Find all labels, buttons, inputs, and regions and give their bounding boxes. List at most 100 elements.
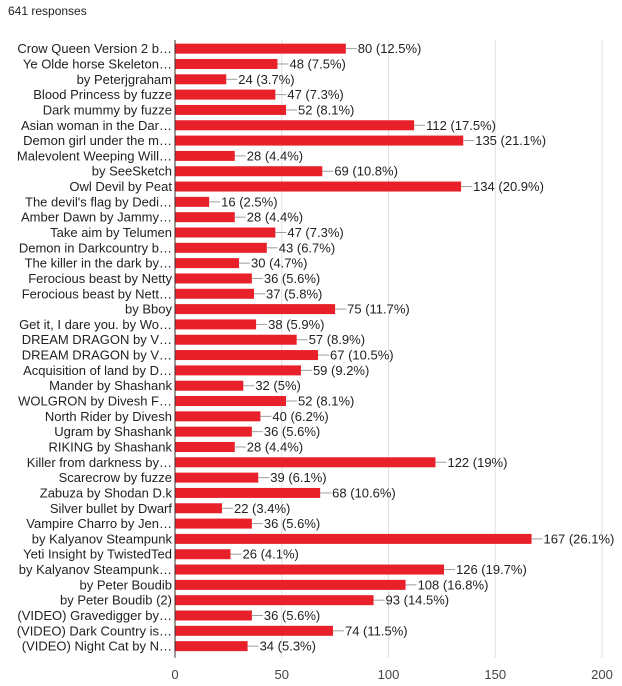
category-label: Killer from darkness by… <box>27 455 172 470</box>
category-label: by Kalyanov Steampunk <box>32 531 173 546</box>
value-label: 26 (4.1%) <box>243 547 299 562</box>
bar <box>175 227 276 238</box>
bar <box>175 196 210 207</box>
bar <box>175 503 222 514</box>
bar <box>175 518 252 529</box>
bar <box>175 411 261 422</box>
bar <box>175 258 240 269</box>
value-label: 36 (5.6%) <box>264 271 320 286</box>
value-label: 80 (12.5%) <box>358 41 422 56</box>
bar <box>175 58 278 69</box>
category-label: Demon in Darkcountry b… <box>19 240 172 255</box>
category-label: WOLGRON by Divesh F… <box>18 394 172 409</box>
category-label: Take aim by Telumen <box>50 225 172 240</box>
bar <box>175 212 235 223</box>
bar <box>175 457 436 468</box>
value-label: 122 (19%) <box>447 455 507 470</box>
bar <box>175 610 252 621</box>
category-label: Get it, I dare you. by Wo… <box>19 317 172 332</box>
x-tick-label: 150 <box>484 667 506 682</box>
bar <box>175 273 252 284</box>
category-label: RIKING by Shashank <box>48 439 172 454</box>
bar <box>175 135 464 146</box>
value-label: 47 (7.3%) <box>287 87 343 102</box>
value-label: 57 (8.9%) <box>309 332 365 347</box>
value-label: 75 (11.7%) <box>347 302 410 317</box>
value-label: 24 (3.7%) <box>238 72 294 87</box>
category-label: (VIDEO) Gravedigger by… <box>17 608 172 623</box>
bar <box>175 564 445 575</box>
category-label: Ugram by Shashank <box>54 424 172 439</box>
category-label: Ferocious beast by Nett… <box>22 286 172 301</box>
bar <box>175 242 267 253</box>
category-label: by Peterjgraham <box>77 72 172 87</box>
value-label: 59 (9.2%) <box>313 363 369 378</box>
value-label: 28 (4.4%) <box>247 148 303 163</box>
bar <box>175 334 297 345</box>
category-label: by Bboy <box>125 302 172 317</box>
category-label: Dark mummy by fuzze <box>43 102 172 117</box>
bar <box>175 150 235 161</box>
x-tick-label: 200 <box>591 667 613 682</box>
category-label: Zabuza by Shodan D.k <box>40 485 173 500</box>
x-tick-label: 50 <box>275 667 289 682</box>
bar <box>175 441 235 452</box>
value-label: 67 (10.5%) <box>330 348 394 363</box>
category-label: (VIDEO) Dark Country is… <box>17 623 172 638</box>
bar <box>175 579 406 590</box>
value-label: 43 (6.7%) <box>279 240 335 255</box>
value-label: 52 (8.1%) <box>298 102 354 117</box>
bar <box>175 365 301 376</box>
category-label: Scarecrow by fuzze <box>59 470 172 485</box>
category-label: Demon girl under the m… <box>23 133 172 148</box>
category-label: Ferocious beast by Netty <box>28 271 172 286</box>
bar <box>175 625 333 636</box>
category-label: DREAM DRAGON by V… <box>22 332 172 347</box>
category-label: Asian woman in the Dar… <box>21 118 172 133</box>
category-label: Yeti Insight by TwistedTed <box>23 547 172 562</box>
bar <box>175 43 346 54</box>
bar <box>175 380 244 391</box>
value-label: 36 (5.6%) <box>264 516 320 531</box>
bar <box>175 288 254 299</box>
bar <box>175 319 257 330</box>
category-label: by Kalyanov Steampunk… <box>19 562 172 577</box>
bar <box>175 181 462 192</box>
bar <box>175 595 374 606</box>
value-label: 135 (21.1%) <box>475 133 546 148</box>
value-label: 40 (6.2%) <box>272 409 328 424</box>
value-label: 36 (5.6%) <box>264 424 320 439</box>
bar <box>175 104 287 115</box>
value-label: 52 (8.1%) <box>298 394 354 409</box>
x-tick-label: 100 <box>378 667 400 682</box>
value-label: 167 (26.1%) <box>544 531 615 546</box>
value-label: 30 (4.7%) <box>251 256 307 271</box>
category-label: Amber Dawn by Jammy… <box>21 210 172 225</box>
category-label: by SeeSketch <box>92 164 172 179</box>
bar <box>175 350 319 361</box>
category-label: North Rider by Divesh <box>45 409 172 424</box>
bar <box>175 426 252 437</box>
category-label: (VIDEO) Night Cat by N… <box>22 639 172 654</box>
category-label: Ye Olde horse Skeleton… <box>23 56 172 71</box>
category-label: DREAM DRAGON by V… <box>22 348 172 363</box>
x-tick-label: 0 <box>171 667 178 682</box>
bar <box>175 549 231 560</box>
bar <box>175 641 248 652</box>
category-label: by Peter Boudib (2) <box>60 593 172 608</box>
bar <box>175 533 532 544</box>
value-label: 22 (3.4%) <box>234 501 290 516</box>
value-label: 134 (20.9%) <box>473 179 544 194</box>
bar <box>175 396 287 407</box>
bar <box>175 472 259 483</box>
value-label: 34 (5.3%) <box>260 639 316 654</box>
value-label: 126 (19.7%) <box>456 562 527 577</box>
category-label: Vampire Charro by Jen… <box>26 516 172 531</box>
bar <box>175 74 227 85</box>
value-label: 39 (6.1%) <box>270 470 326 485</box>
value-label: 28 (4.4%) <box>247 439 303 454</box>
value-label: 93 (14.5%) <box>386 593 450 608</box>
x-axis-ticks: 0 50 100 150 200 <box>171 667 612 682</box>
value-label: 108 (16.8%) <box>418 577 489 592</box>
value-label: 38 (5.9%) <box>268 317 324 332</box>
